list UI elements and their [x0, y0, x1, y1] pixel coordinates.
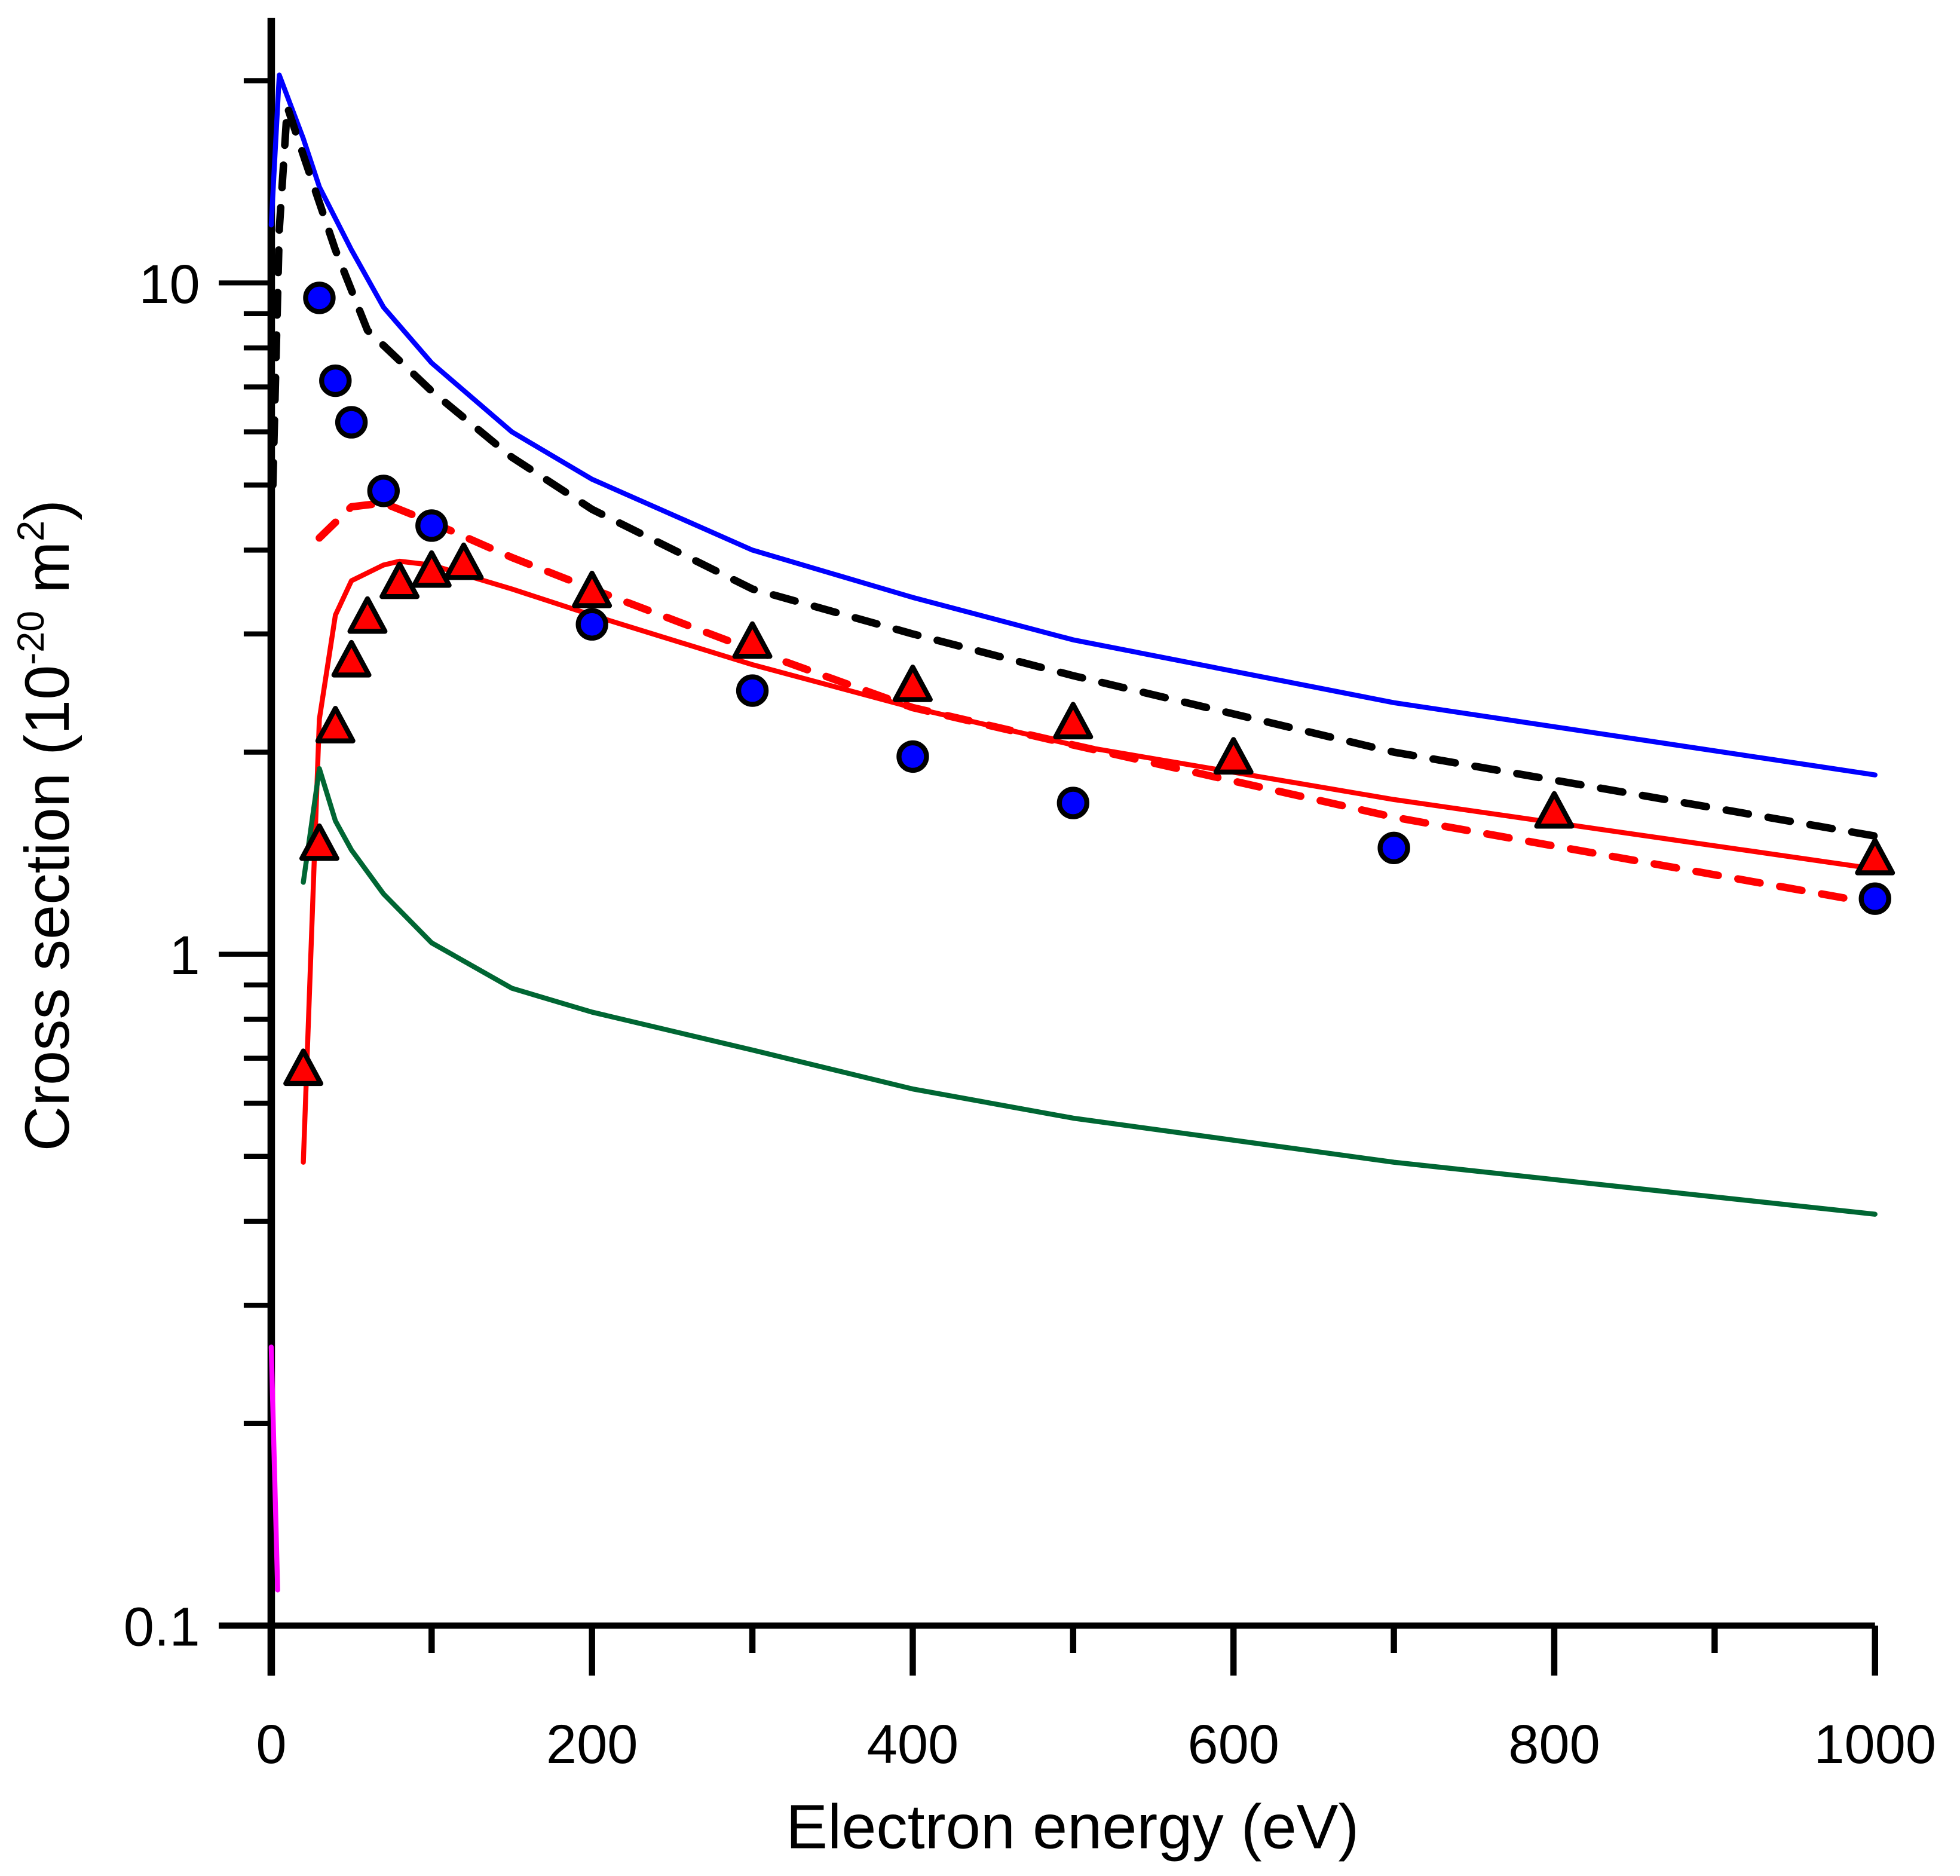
y-tick-label: 1: [170, 925, 200, 986]
axes: [219, 17, 1878, 1676]
x-tick-label: 200: [546, 1713, 638, 1775]
triangle-data-point: [443, 542, 484, 580]
circle-data-point: [335, 406, 368, 439]
y-label-part: ): [13, 500, 82, 521]
circle-data-point: [1377, 831, 1410, 864]
y-label-part: m: [13, 541, 82, 611]
circle-data-point: [1858, 882, 1891, 915]
y-axis-label: Cross section (10-20 m2): [10, 500, 82, 1151]
x-tick-label: 800: [1508, 1713, 1600, 1775]
dashed-line-series-2: [316, 499, 1879, 908]
triangle-data-point: [347, 596, 388, 634]
tick-labels: 0 200 400 600 800 1000 0.1 1 10: [124, 253, 1936, 1775]
markers-layer: [283, 281, 1895, 1087]
triangle-data-point: [1053, 702, 1094, 740]
triangle-data-point: [1213, 737, 1254, 775]
x-tick-label: 0: [256, 1713, 286, 1775]
dashed-line-series-1: [269, 103, 1879, 840]
solid-line-series-5: [268, 1344, 280, 1593]
circle-data-point: [319, 364, 352, 397]
circle-data-point: [736, 674, 769, 707]
y-label-part: Cross section (10: [13, 665, 82, 1152]
circle-data-point: [367, 475, 400, 507]
triangle-data-point: [892, 665, 933, 702]
x-tick-label: 1000: [1814, 1713, 1936, 1775]
triangle-data-point: [1534, 791, 1575, 829]
solid-line-series-4: [301, 766, 1878, 1217]
y-tick-label: 0.1: [124, 1596, 200, 1657]
triangle-data-point: [572, 570, 612, 608]
circle-data-point: [896, 740, 929, 773]
triangle-data-point: [732, 621, 773, 659]
x-tick-label: 600: [1187, 1713, 1279, 1775]
triangle-data-point: [1855, 837, 1895, 876]
triangle-data-point: [299, 823, 339, 861]
circle-data-point: [575, 608, 608, 641]
series-layer: [268, 72, 1879, 1593]
triangle-data-point: [283, 1048, 324, 1087]
y-label-exponent: -20: [10, 611, 52, 665]
x-axis-label: Electron energy (eV): [786, 1792, 1359, 1862]
solid-line-series-3: [301, 558, 1878, 1165]
x-tick-label: 400: [867, 1713, 959, 1775]
y-tick-label: 10: [139, 253, 200, 315]
triangle-data-point: [379, 561, 420, 599]
solid-line-series-0: [268, 72, 1878, 778]
y-label-exponent: 2: [10, 521, 52, 541]
circle-data-point: [1056, 786, 1090, 819]
circle-data-point: [415, 509, 448, 542]
triangle-data-point: [331, 639, 372, 678]
triangle-data-point: [315, 706, 356, 743]
triangle-data-point: [411, 550, 452, 588]
circle-data-point: [303, 281, 336, 314]
